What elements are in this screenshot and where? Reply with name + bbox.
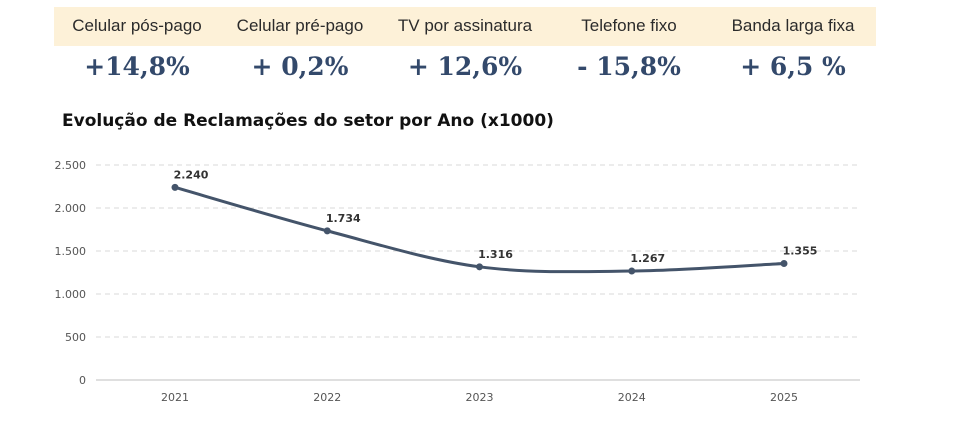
x-tick-label: 2025 (770, 391, 798, 404)
category-label-celular-pre-pago: Celular pré-pago (236, 16, 364, 35)
data-label: 1.355 (783, 244, 818, 257)
category-value-celular-pre-pago: + 0,2% (251, 52, 349, 81)
data-label: 1.316 (478, 248, 513, 261)
data-label: 1.734 (326, 212, 361, 225)
y-tick-label: 2.500 (55, 159, 87, 172)
x-tick-label: 2022 (313, 391, 341, 404)
data-point (171, 183, 179, 191)
y-tick-label: 1.000 (55, 288, 87, 301)
category-label-celular-pos-pago: Celular pós-pago (72, 16, 202, 35)
y-tick-label: 0 (79, 374, 86, 387)
category-value-tv-por-assinatura: + 12,6% (407, 52, 523, 81)
data-point (323, 227, 331, 235)
category-value-banda-larga-fixa: + 6,5 % (740, 52, 846, 81)
x-tick-label: 2023 (466, 391, 494, 404)
data-point (780, 259, 788, 267)
data-label: 1.267 (630, 252, 665, 265)
chart-title: Evolução de Reclamações do setor por Ano… (62, 111, 554, 131)
category-value-telefone-fixo: - 15,8% (577, 52, 681, 81)
header-band (54, 7, 876, 46)
data-label: 2.240 (174, 168, 209, 181)
category-label-telefone-fixo: Telefone fixo (581, 16, 677, 35)
y-tick-label: 1.500 (55, 245, 87, 258)
category-label-banda-larga-fixa: Banda larga fixa (731, 16, 855, 35)
x-tick-label: 2021 (161, 391, 189, 404)
category-label-tv-por-assinatura: TV por assinatura (397, 16, 533, 35)
y-tick-label: 500 (65, 331, 86, 344)
y-tick-label: 2.000 (55, 202, 87, 215)
data-point (628, 267, 636, 275)
category-value-celular-pos-pago: +14,8% (84, 52, 190, 81)
data-point (476, 263, 483, 271)
x-tick-label: 2024 (618, 391, 646, 404)
